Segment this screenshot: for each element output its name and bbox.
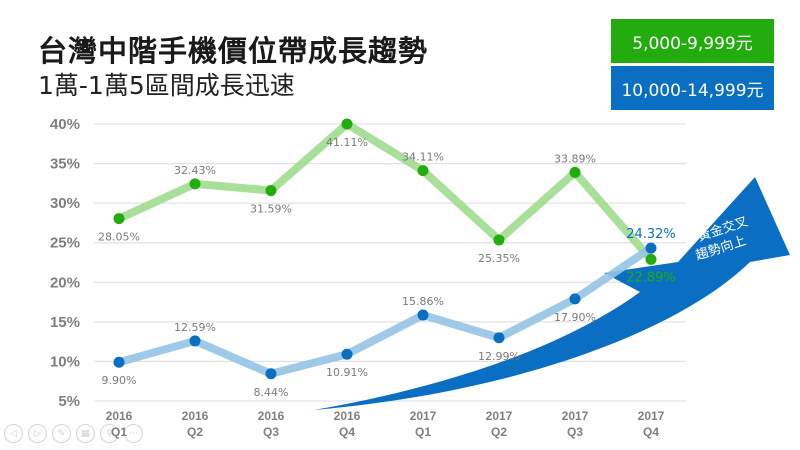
data-label-green: 25.35% bbox=[478, 252, 520, 265]
next-icon[interactable]: ▷ bbox=[28, 424, 47, 443]
x-tick-quarter: Q2 bbox=[187, 425, 203, 439]
data-label-blue: 12.99% bbox=[478, 350, 520, 363]
x-axis-ticks: 2016Q12016Q22016Q32016Q42017Q12017Q22017… bbox=[106, 409, 665, 439]
legend-label: 10,000-14,999元 bbox=[621, 80, 764, 101]
prev-icon[interactable]: ◁ bbox=[4, 424, 23, 443]
slide-nav-toolbar: ◁ ▷ ✎ ▦ ⚲ ⋯ bbox=[4, 424, 143, 443]
x-tick-year: 2017 bbox=[410, 409, 437, 423]
y-tick-label: 15% bbox=[50, 314, 80, 331]
series-line-blue bbox=[117, 244, 654, 378]
data-label-green: 28.05% bbox=[98, 231, 140, 244]
data-point-green bbox=[417, 165, 429, 177]
data-label-blue: 15.86% bbox=[402, 295, 444, 308]
data-label-green: 41.11% bbox=[326, 136, 368, 149]
legend-item-10000-14999: 10,000-14,999元 bbox=[611, 66, 774, 110]
data-point-blue bbox=[341, 348, 353, 360]
data-point-blue bbox=[569, 293, 581, 305]
data-point-blue bbox=[493, 332, 505, 344]
y-tick-label: 10% bbox=[50, 353, 80, 370]
legend-label: 5,000-9,999元 bbox=[632, 33, 753, 54]
data-point-blue bbox=[645, 242, 657, 254]
x-tick-year: 2016 bbox=[106, 409, 133, 423]
data-point-green bbox=[265, 185, 277, 197]
data-point-blue bbox=[417, 309, 429, 321]
data-label-blue: 9.90% bbox=[102, 374, 137, 387]
page-title: 台灣中階手機價位帶成長趨勢 bbox=[38, 34, 429, 68]
x-tick-quarter: Q4 bbox=[339, 425, 355, 439]
data-point-green bbox=[189, 178, 201, 190]
data-label-blue: 17.90% bbox=[554, 311, 596, 324]
y-tick-label: 5% bbox=[58, 393, 80, 410]
data-label-green: 32.43% bbox=[174, 164, 216, 177]
data-label-blue: 24.32% bbox=[626, 227, 676, 242]
data-point-blue bbox=[265, 368, 277, 380]
zoom-icon[interactable]: ⚲ bbox=[100, 424, 119, 443]
x-tick-quarter: Q2 bbox=[491, 425, 507, 439]
y-tick-label: 25% bbox=[50, 235, 80, 252]
y-tick-label: 20% bbox=[50, 274, 80, 291]
x-tick-year: 2016 bbox=[258, 409, 285, 423]
slides-icon[interactable]: ▦ bbox=[76, 424, 95, 443]
x-tick-year: 2017 bbox=[562, 409, 589, 423]
data-label-blue: 8.44% bbox=[254, 386, 289, 399]
x-tick-quarter: Q1 bbox=[415, 425, 431, 439]
data-point-green bbox=[493, 234, 505, 246]
x-tick-year: 2017 bbox=[486, 409, 513, 423]
trend-arrow-icon bbox=[314, 177, 790, 410]
y-tick-label: 40% bbox=[50, 116, 80, 133]
data-point-green bbox=[341, 118, 353, 130]
x-tick-year: 2016 bbox=[182, 409, 209, 423]
x-tick-year: 2016 bbox=[334, 409, 361, 423]
page-subtitle: 1萬-1萬5區間成長迅速 bbox=[38, 71, 295, 100]
data-label-green: 22.89% bbox=[626, 270, 676, 285]
y-tick-label: 30% bbox=[50, 195, 80, 212]
data-point-green bbox=[113, 213, 125, 225]
data-label-green: 34.11% bbox=[402, 151, 444, 164]
data-label-green: 31.59% bbox=[250, 203, 292, 216]
data-labels-layer: 28.05% 32.43% 31.59% 41.11% 34.11% 25.35% 33.8… bbox=[98, 136, 676, 399]
series-layer bbox=[113, 118, 657, 380]
data-label-blue: 12.59% bbox=[174, 321, 216, 334]
x-tick-quarter: Q4 bbox=[643, 425, 659, 439]
data-point-green bbox=[569, 166, 581, 178]
data-point-blue bbox=[189, 335, 201, 347]
data-label-green: 33.89% bbox=[554, 152, 596, 165]
x-tick-quarter: Q3 bbox=[263, 425, 279, 439]
series-line-green bbox=[117, 120, 655, 263]
x-tick-quarter: Q3 bbox=[567, 425, 583, 439]
pen-icon[interactable]: ✎ bbox=[52, 424, 71, 443]
y-tick-label: 35% bbox=[50, 156, 80, 173]
legend-item-5000-9999: 5,000-9,999元 bbox=[611, 19, 774, 63]
data-point-blue bbox=[113, 356, 125, 368]
x-tick-year: 2017 bbox=[638, 409, 665, 423]
more-icon[interactable]: ⋯ bbox=[124, 424, 143, 443]
y-axis-ticks: 40% 35% 30% 25% 20% 15% 10% 5% bbox=[50, 116, 80, 410]
data-label-blue: 10.91% bbox=[326, 366, 368, 379]
data-point-green bbox=[645, 253, 657, 265]
